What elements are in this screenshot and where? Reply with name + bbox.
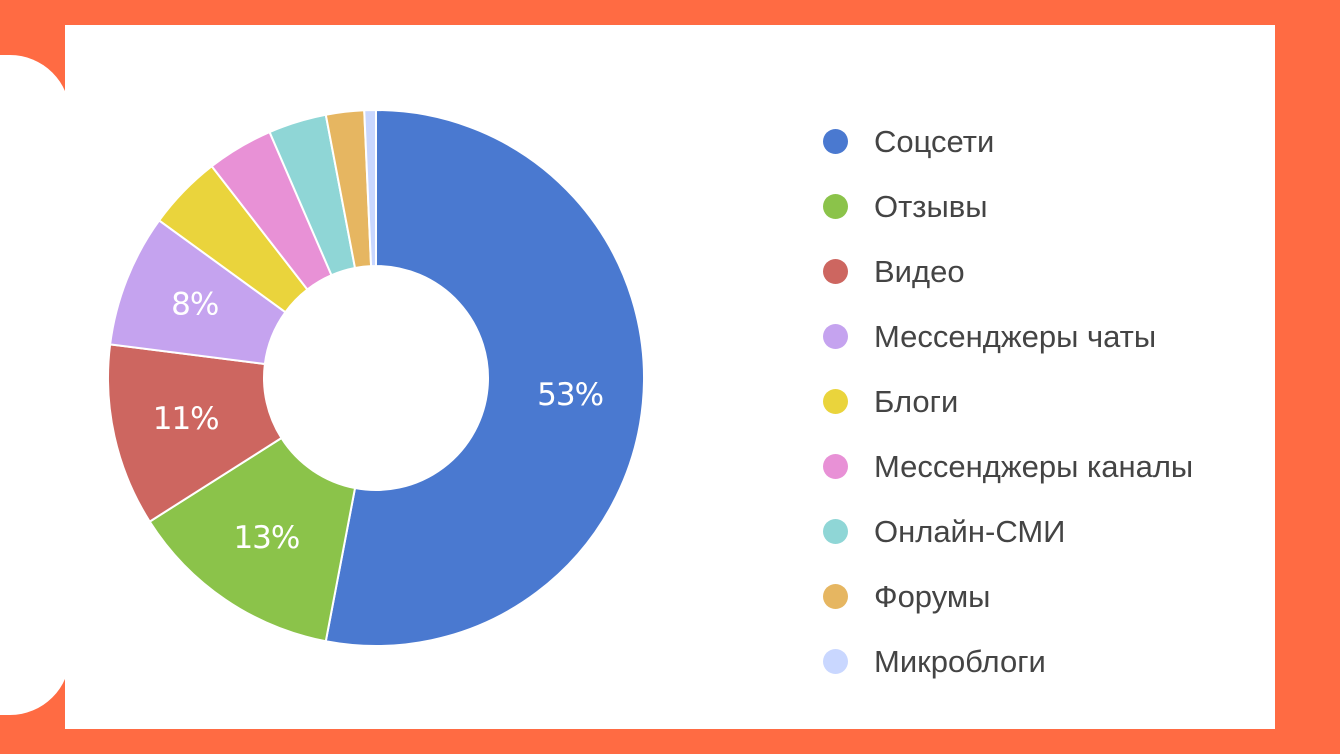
slice-label-1: 53% bbox=[537, 377, 603, 413]
legend-item: Блоги bbox=[823, 369, 1193, 434]
legend-label: Мессенджеры каналы bbox=[874, 448, 1194, 484]
slice-1 bbox=[324, 108, 645, 647]
chart-legend: Соцсети Отзывы Видео Мессенджеры чаты Блоги М… bbox=[823, 109, 1193, 694]
legend-label: Видео bbox=[874, 253, 965, 289]
slice-label-3: 11% bbox=[153, 401, 219, 437]
legend-item: Мессенджеры каналы bbox=[823, 434, 1193, 499]
legend-label: Форумы bbox=[874, 578, 991, 614]
legend-item: Онлайн-СМИ bbox=[823, 499, 1193, 564]
legend-label: Соцсети bbox=[874, 123, 995, 159]
legend-item: Соцсети bbox=[823, 109, 1193, 174]
legend-swatch bbox=[823, 389, 848, 414]
legend-item: Отзывы bbox=[823, 174, 1193, 239]
legend-label: Отзывы bbox=[874, 188, 988, 224]
legend-label: Блоги bbox=[874, 383, 959, 419]
legend-label: Микроблоги bbox=[874, 643, 1046, 679]
legend-item: Видео bbox=[823, 239, 1193, 304]
legend-swatch bbox=[823, 259, 848, 284]
slice-2 bbox=[148, 436, 357, 643]
legend-item: Мессенджеры чаты bbox=[823, 304, 1193, 369]
slice-9 bbox=[363, 108, 377, 268]
slice-label-2: 13% bbox=[233, 520, 299, 556]
legend-item: Форумы bbox=[823, 564, 1193, 629]
legend-swatch bbox=[823, 129, 848, 154]
legend-label: Онлайн-СМИ bbox=[874, 513, 1066, 549]
legend-swatch bbox=[823, 584, 848, 609]
donut-chart: 53% 13% 11% 8% bbox=[107, 108, 645, 647]
legend-swatch bbox=[823, 324, 848, 349]
decorative-blob bbox=[0, 55, 70, 715]
slice-3 bbox=[107, 343, 283, 523]
legend-swatch bbox=[823, 194, 848, 219]
legend-swatch bbox=[823, 454, 848, 479]
legend-swatch bbox=[823, 519, 848, 544]
legend-swatch bbox=[823, 649, 848, 674]
chart-card: 53% 13% 11% 8% Соцсети Отзывы Видео Мессенджер… bbox=[65, 25, 1275, 729]
legend-item: Микроблоги bbox=[823, 629, 1193, 694]
slice-label-4: 8% bbox=[171, 287, 218, 323]
legend-label: Мессенджеры чаты bbox=[874, 318, 1157, 354]
